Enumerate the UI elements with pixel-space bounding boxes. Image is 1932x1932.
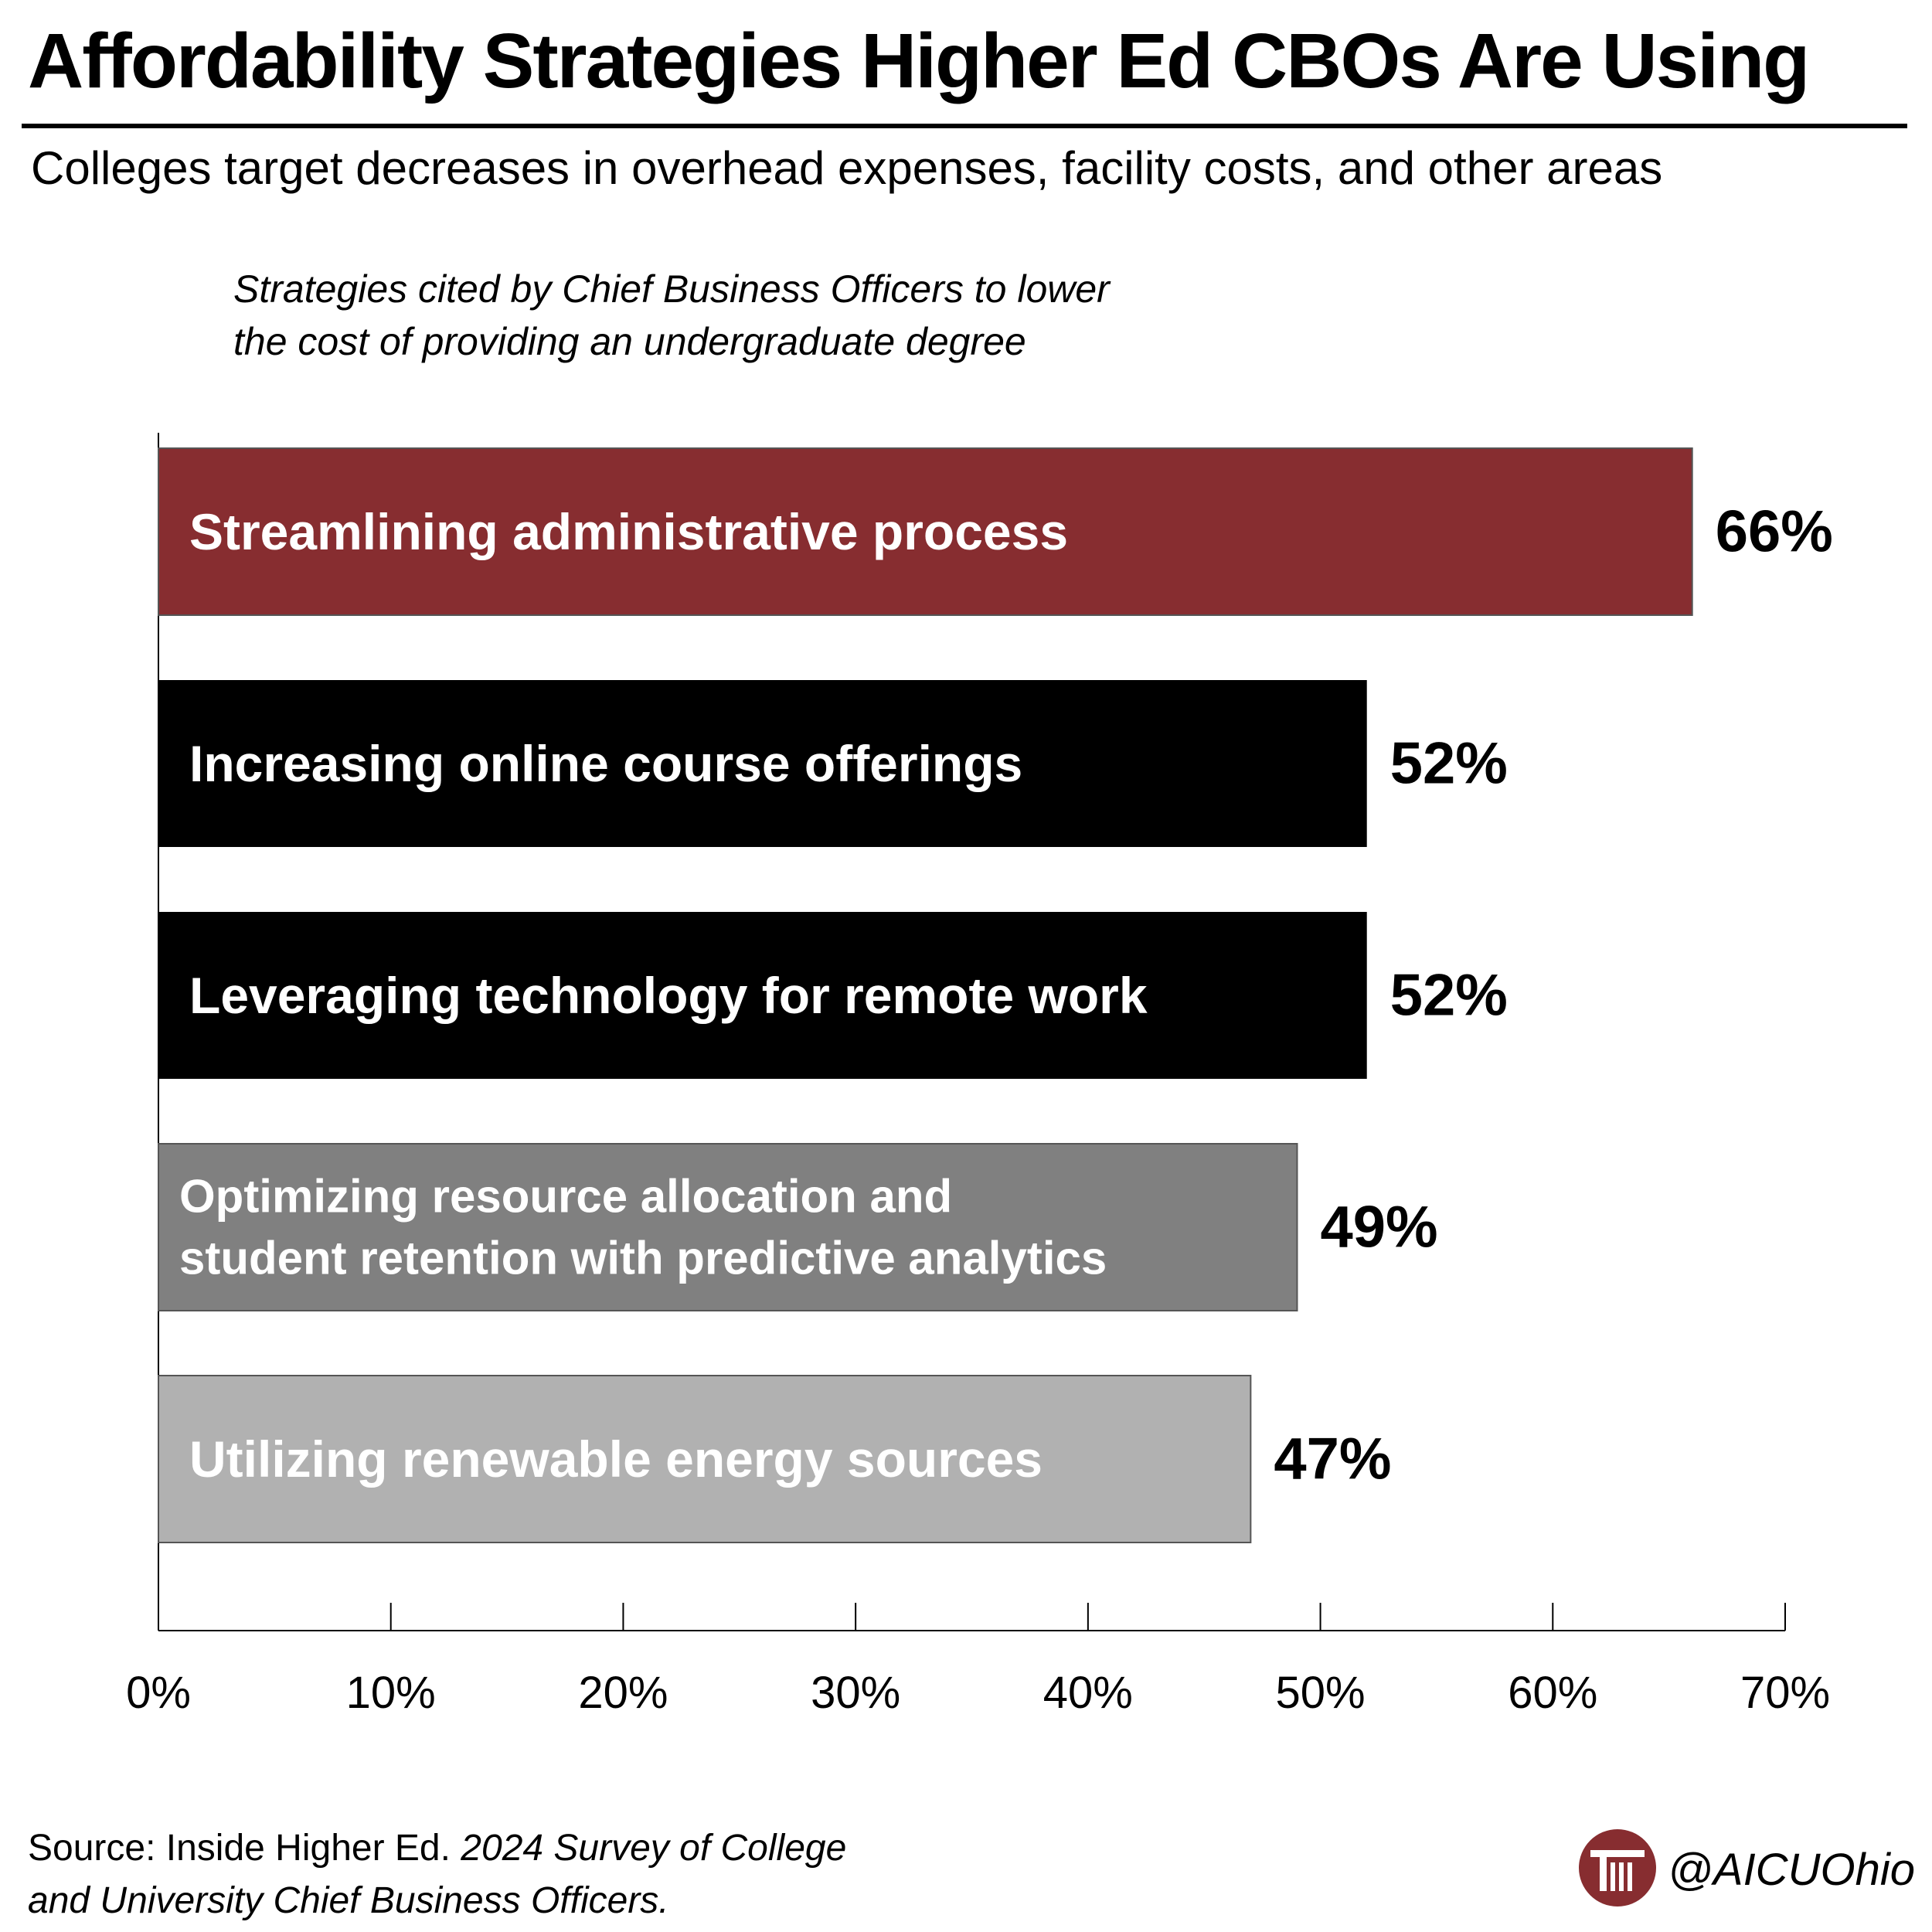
chart-note: Strategies cited by Chief Business Offic…	[233, 263, 1110, 368]
bar	[158, 680, 1367, 847]
x-tick-label: 60%	[1508, 1668, 1597, 1718]
x-tick-label: 20%	[578, 1668, 668, 1718]
aicu-column-logo-icon	[1579, 1829, 1656, 1906]
source-citation: Source: Inside Higher Ed. 2024 Survey of…	[28, 1822, 846, 1927]
chart-title: Affordability Strategies Higher Ed CBOs …	[28, 18, 1810, 104]
bar-value-label: 49%	[1321, 1195, 1438, 1260]
bar	[158, 912, 1367, 1079]
title-divider	[22, 124, 1907, 128]
chart-subtitle: Colleges target decreases in overhead ex…	[31, 142, 1663, 194]
x-tick-label: 0%	[126, 1668, 191, 1718]
bar-category-label: student retention with predictive analyt…	[179, 1233, 1107, 1284]
bar-category-label: Leveraging technology for remote work	[189, 967, 1148, 1024]
x-tick-label: 10%	[346, 1668, 436, 1718]
x-tick-label: 70%	[1740, 1668, 1830, 1718]
x-tick-label: 40%	[1043, 1668, 1133, 1718]
source-title-line-2: and University Chief Business Officers.	[28, 1880, 669, 1921]
bar	[158, 1143, 1298, 1311]
chart-note-line-2: the cost of providing an undergraduate d…	[233, 320, 1026, 363]
bar	[158, 447, 1693, 616]
bar-category-label: Increasing online course offerings	[189, 735, 1022, 792]
bar-category-label: Streamlining administrative process	[189, 503, 1068, 560]
bar-value-label: 66%	[1716, 499, 1833, 565]
x-tick-label: 30%	[811, 1668, 900, 1718]
bar-category-label: Optimizing resource allocation and	[179, 1171, 952, 1223]
brand-signature: @AICUOhio	[1577, 1827, 1917, 1912]
bar-value-label: 47%	[1274, 1427, 1391, 1492]
bar-category-label: Utilizing renewable energy sources	[189, 1430, 1043, 1488]
social-handle: @AICUOhio	[1668, 1845, 1915, 1895]
bar-value-label: 52%	[1390, 731, 1508, 797]
source-prefix: Source: Inside Higher Ed.	[28, 1828, 461, 1869]
x-tick-label: 50%	[1276, 1668, 1366, 1718]
bar	[158, 1375, 1252, 1543]
source-title-line-1: 2024 Survey of College	[461, 1828, 847, 1869]
bar-value-label: 52%	[1390, 963, 1508, 1029]
chart-note-line-1: Strategies cited by Chief Business Offic…	[233, 267, 1110, 311]
